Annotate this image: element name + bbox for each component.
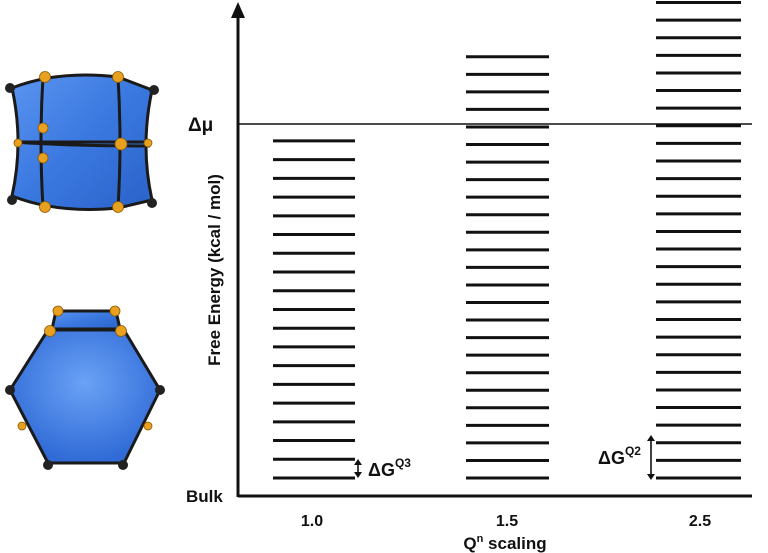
energy-levels	[273, 0, 741, 480]
hexagonal-cluster-icon	[5, 305, 165, 470]
y-bottom-label: Bulk	[186, 487, 223, 506]
x-axis-label-main: Q	[463, 534, 476, 553]
y-top-label: Δμ	[188, 115, 213, 136]
barrel-cluster-icon	[5, 71, 159, 213]
x-axis-label-rest: scaling	[483, 534, 546, 553]
y-axis-label: Free Energy (kcal / mol)	[205, 174, 224, 366]
annotation-dg-q2-sup: Q2	[625, 444, 641, 458]
annotation-dg-q2-base: ΔG	[598, 448, 625, 468]
annotation-dg-q3-sup: Q3	[395, 456, 411, 470]
x-axis-label-sup: n	[477, 533, 484, 545]
svg-text:ΔGQ2: ΔGQ2	[598, 444, 641, 468]
annotation-dg-q2: ΔGQ2	[598, 435, 655, 480]
y-axis-arrow	[231, 2, 245, 18]
annotation-dg-q3: ΔGQ3	[354, 456, 411, 480]
x-tick-label-3: 2.5	[689, 513, 711, 530]
x-tick-label-1: 1.0	[301, 513, 323, 530]
x-axis-label: Qn scaling	[463, 533, 546, 553]
x-tick-label-2: 1.5	[496, 513, 518, 530]
svg-text:ΔGQ3: ΔGQ3	[368, 456, 411, 480]
annotation-dg-q3-base: ΔG	[368, 460, 395, 480]
